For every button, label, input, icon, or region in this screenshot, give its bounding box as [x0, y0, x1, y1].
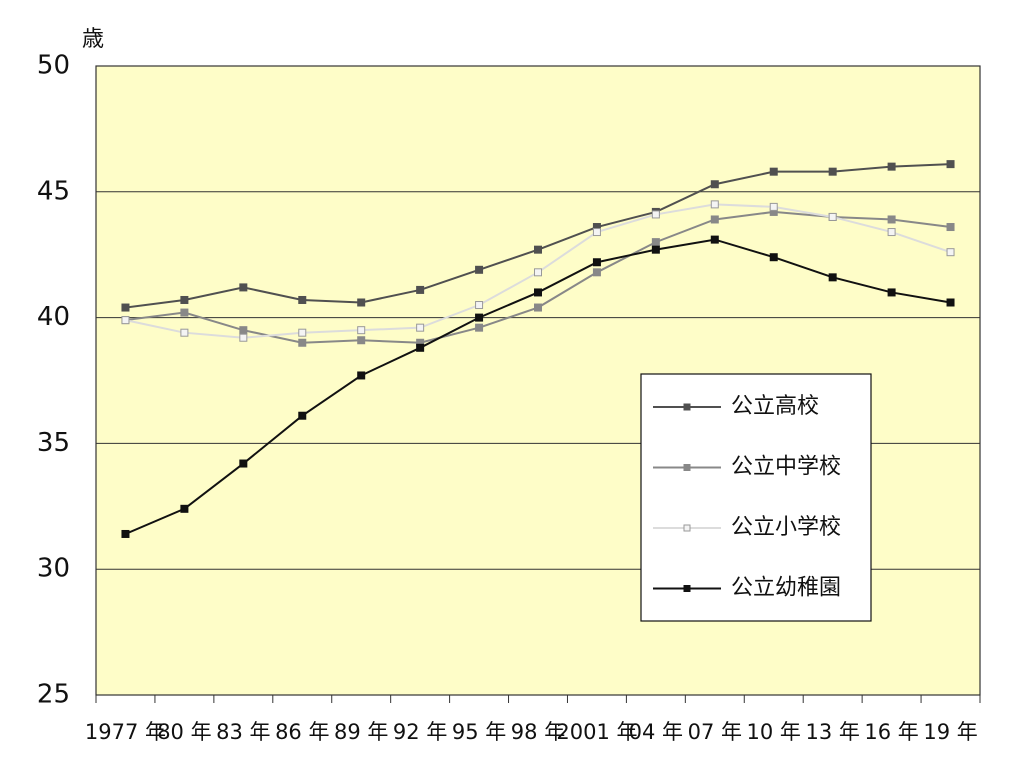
x-tick-label: 83 年: [216, 720, 270, 744]
point: [298, 338, 307, 347]
legend-marker: [683, 403, 691, 411]
point: [651, 210, 660, 219]
legend: [640, 373, 872, 622]
point: [946, 248, 955, 257]
point: [357, 298, 366, 307]
x-tick-label: 10 年: [747, 720, 801, 744]
y-unit: 歳: [82, 27, 104, 52]
point: [769, 253, 778, 262]
point: [121, 529, 130, 538]
x-tick-label: 04 年: [629, 720, 683, 744]
point: [828, 167, 837, 176]
point: [710, 215, 719, 224]
point: [416, 285, 425, 294]
point: [239, 283, 248, 292]
point: [180, 328, 189, 337]
point: [475, 313, 484, 322]
point: [239, 326, 248, 335]
x-tick-label: 92 年: [393, 720, 447, 744]
point: [534, 288, 542, 297]
point: [357, 326, 366, 335]
point: [357, 336, 366, 345]
x-tick-label: 89 年: [334, 720, 388, 744]
y-tick-label: 25: [37, 680, 70, 710]
legend-label: 公立小学校: [731, 515, 841, 540]
legend-marker: [683, 464, 691, 471]
point: [534, 268, 542, 277]
x-tick-label: 80 年: [157, 720, 211, 744]
x-tick-label: 13 年: [805, 720, 859, 744]
x-tick-label: 98 年: [511, 720, 565, 744]
point: [946, 298, 955, 307]
x-tick-label: 07 年: [688, 720, 742, 744]
point: [828, 273, 837, 282]
point: [828, 212, 837, 221]
point: [651, 238, 660, 247]
point: [121, 316, 130, 325]
point: [180, 308, 189, 317]
point: [592, 258, 601, 267]
legend-label: 公立中学校: [731, 455, 841, 480]
point: [769, 202, 778, 211]
point: [534, 303, 542, 312]
point: [239, 333, 248, 342]
point: [475, 323, 484, 332]
point: [357, 371, 366, 380]
point: [298, 328, 307, 337]
x-tick-label: 2001 年: [556, 720, 637, 744]
point: [592, 228, 601, 237]
point: [710, 235, 719, 244]
point: [946, 160, 955, 169]
point: [887, 215, 896, 224]
point: [887, 288, 896, 297]
point: [180, 295, 189, 304]
y-tick-label: 40: [37, 302, 70, 332]
y-tick-label: 30: [37, 554, 70, 584]
point: [887, 162, 896, 171]
point: [710, 180, 719, 189]
point: [298, 295, 307, 304]
point: [416, 323, 425, 332]
point: [534, 245, 542, 254]
point: [121, 303, 130, 312]
point: [180, 504, 189, 513]
point: [946, 223, 955, 232]
y-tick-label: 35: [37, 428, 70, 458]
point: [475, 301, 484, 310]
point: [475, 265, 484, 274]
legend-label: 公立高校: [731, 394, 819, 419]
x-tick-label: 19 年: [923, 720, 977, 744]
legend-label: 公立幼稚園: [731, 576, 841, 601]
point: [710, 200, 719, 209]
x-tick-label: 16 年: [864, 720, 918, 744]
point: [769, 167, 778, 176]
x-tick-label: 86 年: [275, 720, 329, 744]
legend-marker: [683, 585, 691, 592]
plot-border: [95, 65, 981, 696]
x-tick-label: 1977 年: [85, 720, 166, 744]
x-tick-label: 95 年: [452, 720, 506, 744]
point: [887, 228, 896, 237]
y-tick-label: 45: [37, 176, 70, 206]
point: [592, 268, 601, 277]
point: [416, 343, 425, 352]
point: [239, 459, 248, 468]
point: [298, 411, 307, 420]
y-tick-label: 50: [37, 51, 70, 81]
legend-marker: [683, 524, 691, 532]
point: [651, 245, 660, 254]
